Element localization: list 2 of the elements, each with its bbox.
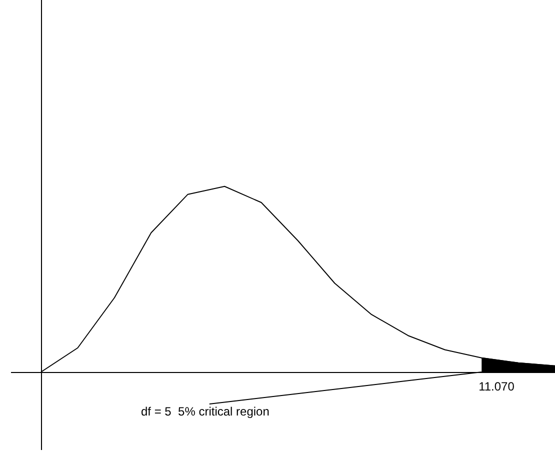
text: df = 5 5% critical region	[141, 404, 270, 418]
text: 11.070	[478, 379, 515, 394]
